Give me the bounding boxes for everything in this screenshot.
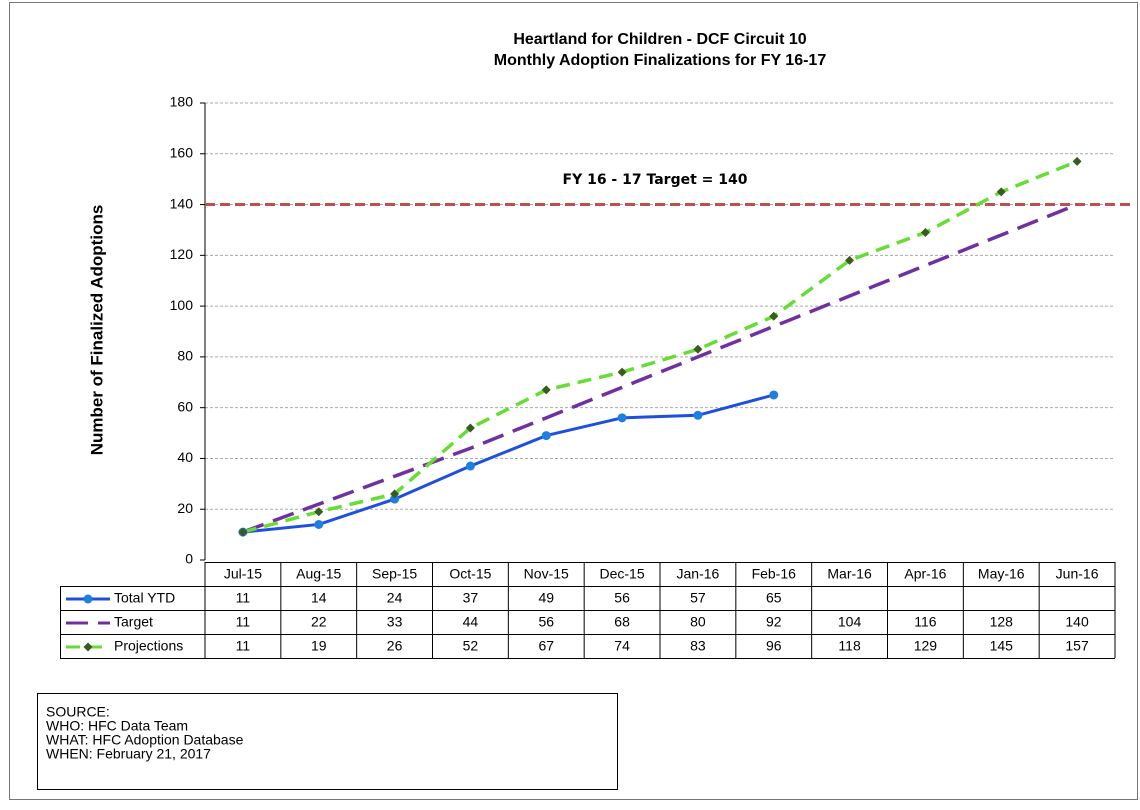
y-tick-label: 160 [170,144,194,160]
point [996,187,1006,197]
chart-title: Heartland for Children - DCF Circuit 10 [513,31,806,48]
chart-border [9,2,1138,800]
table-value: 56 [538,614,554,630]
table-value: 104 [838,614,862,630]
point [920,227,930,237]
x-tick-label: Apr-16 [904,566,946,582]
y-tick-label: 0 [185,551,193,567]
point [465,423,475,433]
table-value: 52 [463,638,479,654]
table-value: 57 [690,590,706,606]
annotation: FY 16 - 17 Target = 140 [563,172,748,188]
table-value: 129 [914,638,938,654]
table-value: 11 [236,614,251,630]
y-tick-label: 40 [177,449,193,465]
x-tick-label: Jul-15 [224,566,262,582]
table-value: 44 [463,614,479,630]
table-value: 145 [990,638,1014,654]
source-heading: SOURCE: [46,704,110,720]
table-value: 116 [914,614,937,630]
y-tick-label: 80 [177,348,193,364]
point [541,385,551,395]
x-tick-label: Sep-15 [372,566,417,582]
x-tick-label: Dec-15 [600,566,645,582]
x-tick-label: Jan-16 [677,566,720,582]
table-value: 37 [463,590,479,606]
point [693,410,703,420]
source-line: WHEN: February 21, 2017 [46,746,211,762]
table-value: 24 [387,590,403,606]
y-tick-label: 120 [170,246,194,262]
point [390,494,400,504]
point [314,519,324,529]
legend-marker [83,594,93,604]
point [541,431,551,441]
point [465,461,475,471]
x-tick-label: Oct-15 [449,566,491,582]
table-value: 83 [690,638,706,654]
table-value: 33 [387,614,403,630]
table-value: 22 [311,614,327,630]
series-line [242,202,1078,534]
table-value: 80 [690,614,706,630]
y-tick-label: 20 [177,500,193,516]
table-value: 19 [311,638,327,654]
table-value: 26 [387,638,403,654]
point [845,255,855,265]
table-value: 49 [538,590,554,606]
source-box [37,693,618,790]
x-tick-label: May-16 [978,566,1025,582]
table-value: 74 [614,638,630,654]
x-tick-label: Nov-15 [524,566,569,582]
y-axis-label: Number of Finalized Adoptions [87,205,106,456]
point [769,390,779,400]
table-value: 157 [1065,638,1089,654]
table-value: 68 [614,614,630,630]
table-value: 11 [236,590,251,606]
point [390,489,400,499]
y-tick-label: 100 [170,297,194,313]
point [617,367,627,377]
x-tick-label: Aug-15 [296,566,341,582]
table-value: 96 [766,638,782,654]
source-line: WHO: HFC Data Team [46,718,188,734]
point [769,311,779,321]
series-line [242,393,775,534]
legend-marker [83,642,93,652]
table-value: 65 [766,590,782,606]
point [693,344,703,354]
series-line [242,159,1078,534]
x-tick-label: Jun-16 [1056,566,1099,582]
legend-label: Target [114,614,153,630]
table-value: 56 [614,590,630,606]
point [314,507,324,517]
chart-title: Monthly Adoption Finalizations for FY 16… [494,52,827,69]
table-value: 128 [990,614,1014,630]
table-value: 11 [236,638,251,654]
legend-label: Total YTD [114,590,175,606]
x-tick-label: Feb-16 [752,566,797,582]
table-value: 14 [311,590,327,606]
y-tick-label: 140 [170,195,194,211]
table-value: 67 [538,638,554,654]
legend-label: Projections [114,638,183,654]
y-tick-label: 180 [170,94,194,110]
x-tick-label: Mar-16 [827,566,872,582]
table-value: 140 [1065,614,1089,630]
point [1072,156,1082,166]
table-value: 92 [766,614,782,630]
source-line: WHAT: HFC Adoption Database [46,732,244,748]
point [238,527,248,537]
point [617,413,627,423]
table-value: 118 [838,638,861,654]
y-tick-label: 60 [177,398,193,414]
